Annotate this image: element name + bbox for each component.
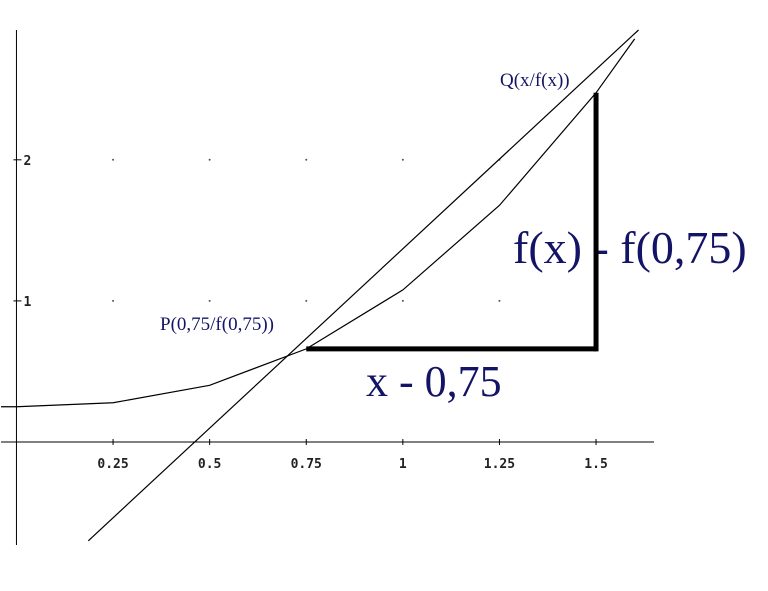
point-q-label: Q(x/f(x)) [500,70,570,91]
line [87,29,639,542]
grid-dot [498,299,501,302]
x-tick-label: 1 [399,457,407,472]
grid-dot [305,299,308,302]
x-tick-label: 0.75 [291,457,322,472]
point-p-label: P(0,75/f(0,75)) [160,314,274,335]
grid-dot [208,299,211,302]
x-tick-label: 1.25 [484,457,515,472]
y-tick-label: 1 [23,295,31,310]
x-tick-label: 0.25 [97,457,128,472]
grid-dot [112,158,115,161]
grid-dot [208,158,211,161]
grid-dot [112,299,115,302]
y-tick-label: 2 [23,154,31,169]
x-tick-label: 1.5 [584,457,607,472]
run-label: x - 0,75 [366,357,502,406]
x-tick-label: 0.5 [198,457,221,472]
grid-dot [401,299,404,302]
grid-dot [305,158,308,161]
rise-label: f(x) - f(0,75) [513,222,747,273]
grid-dot [401,158,404,161]
